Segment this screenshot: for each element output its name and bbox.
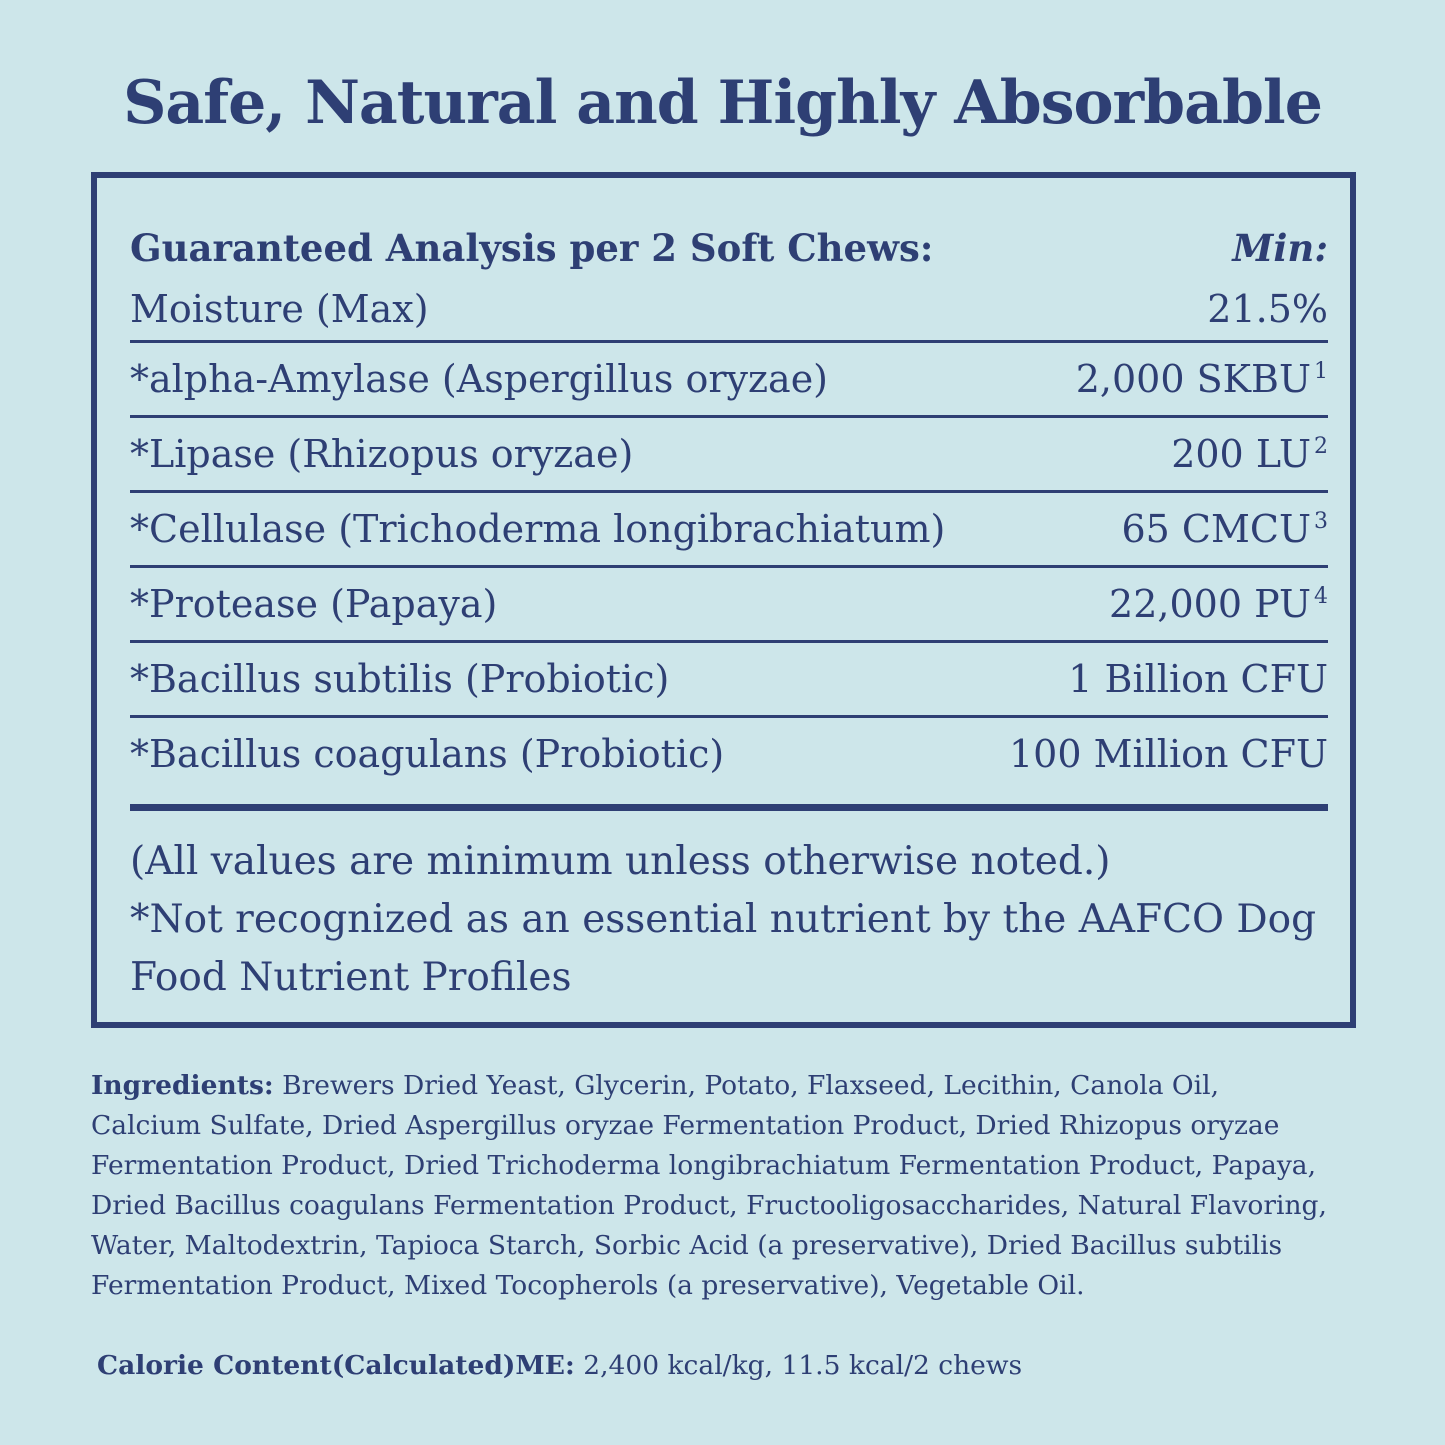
guaranteed-analysis-panel: Guaranteed Analysis per 2 Soft Chews: Mi… <box>91 172 1356 1028</box>
value-text: 200 LU <box>1171 432 1311 476</box>
footnote-marker: 4 <box>1314 584 1328 609</box>
nutrient-value: 1 Billion CFU <box>1068 657 1328 701</box>
nutrient-value: 21.5% <box>1207 287 1328 331</box>
analysis-notes: (All values are minimum unless otherwise… <box>130 833 1328 1007</box>
nutrient-name: *Bacillus subtilis (Probiotic) <box>130 657 670 701</box>
ingredients-label: Ingredients: <box>91 1070 274 1101</box>
analysis-heading: Guaranteed Analysis per 2 Soft Chews: <box>130 226 934 270</box>
value-text: 21.5% <box>1207 287 1328 331</box>
value-text: 100 Million CFU <box>1008 732 1328 776</box>
note: (All values are minimum unless otherwise… <box>130 839 1111 884</box>
value-text: 22,000 PU <box>1109 582 1311 626</box>
analysis-header: Guaranteed Analysis per 2 Soft Chews: Mi… <box>130 218 1328 278</box>
analysis-row: Moisture (Max) 21.5% <box>130 278 1328 343</box>
analysis-row: *Lipase (Rhizopus oryzae) 200 LU 2 <box>130 418 1328 493</box>
nutrient-value: 65 CMCU 3 <box>1121 507 1328 551</box>
nutrient-value: 2,000 SKBU 1 <box>1076 357 1328 401</box>
footnote-marker: 3 <box>1314 509 1328 534</box>
calorie-text: 2,400 kcal/kg, 11.5 kcal/2 chews <box>583 1350 1023 1381</box>
page-title: Safe, Natural and Highly Absorbable <box>123 68 1323 138</box>
calorie-label: Calorie Content(Calculated)ME: <box>97 1350 575 1381</box>
analysis-row: *Bacillus coagulans (Probiotic) 100 Mill… <box>130 718 1328 790</box>
analysis-row: *Protease (Papaya) 22,000 PU 4 <box>130 568 1328 643</box>
nutrient-value: 22,000 PU 4 <box>1109 582 1328 626</box>
nutrient-name: *Lipase (Rhizopus oryzae) <box>130 432 634 476</box>
value-text: 1 Billion CFU <box>1068 657 1328 701</box>
divider <box>130 804 1328 811</box>
footnote-marker: 2 <box>1314 434 1328 459</box>
footnote-marker: 1 <box>1314 359 1328 384</box>
analysis-row: *Bacillus subtilis (Probiotic) 1 Billion… <box>130 643 1328 718</box>
value-text: 2,000 SKBU <box>1075 357 1311 401</box>
ingredients-text: Brewers Dried Yeast, Glycerin, Potato, F… <box>91 1070 1327 1301</box>
nutrient-value: 200 LU 2 <box>1171 432 1328 476</box>
nutrient-name: Moisture (Max) <box>130 287 429 331</box>
calorie-content: Calorie Content(Calculated)ME: 2,400 kca… <box>97 1346 1022 1386</box>
value-text: 65 CMCU <box>1121 507 1311 551</box>
nutrient-value: 100 Million CFU <box>1009 732 1328 776</box>
min-label: Min: <box>1232 226 1328 270</box>
analysis-row: *Cellulase (Trichoderma longibrachiatum)… <box>130 493 1328 568</box>
ingredients: Ingredients: Brewers Dried Yeast, Glycer… <box>91 1066 1331 1306</box>
note: *Not recognized as an essential nutrient… <box>130 897 1317 1000</box>
nutrient-name: *Protease (Papaya) <box>130 582 498 626</box>
nutrient-name: *Bacillus coagulans (Probiotic) <box>130 732 725 776</box>
analysis-row: *alpha-Amylase (Aspergillus oryzae) 2,00… <box>130 343 1328 418</box>
nutrient-name: *alpha-Amylase (Aspergillus oryzae) <box>130 357 829 401</box>
nutrient-name: *Cellulase (Trichoderma longibrachiatum) <box>130 507 946 551</box>
